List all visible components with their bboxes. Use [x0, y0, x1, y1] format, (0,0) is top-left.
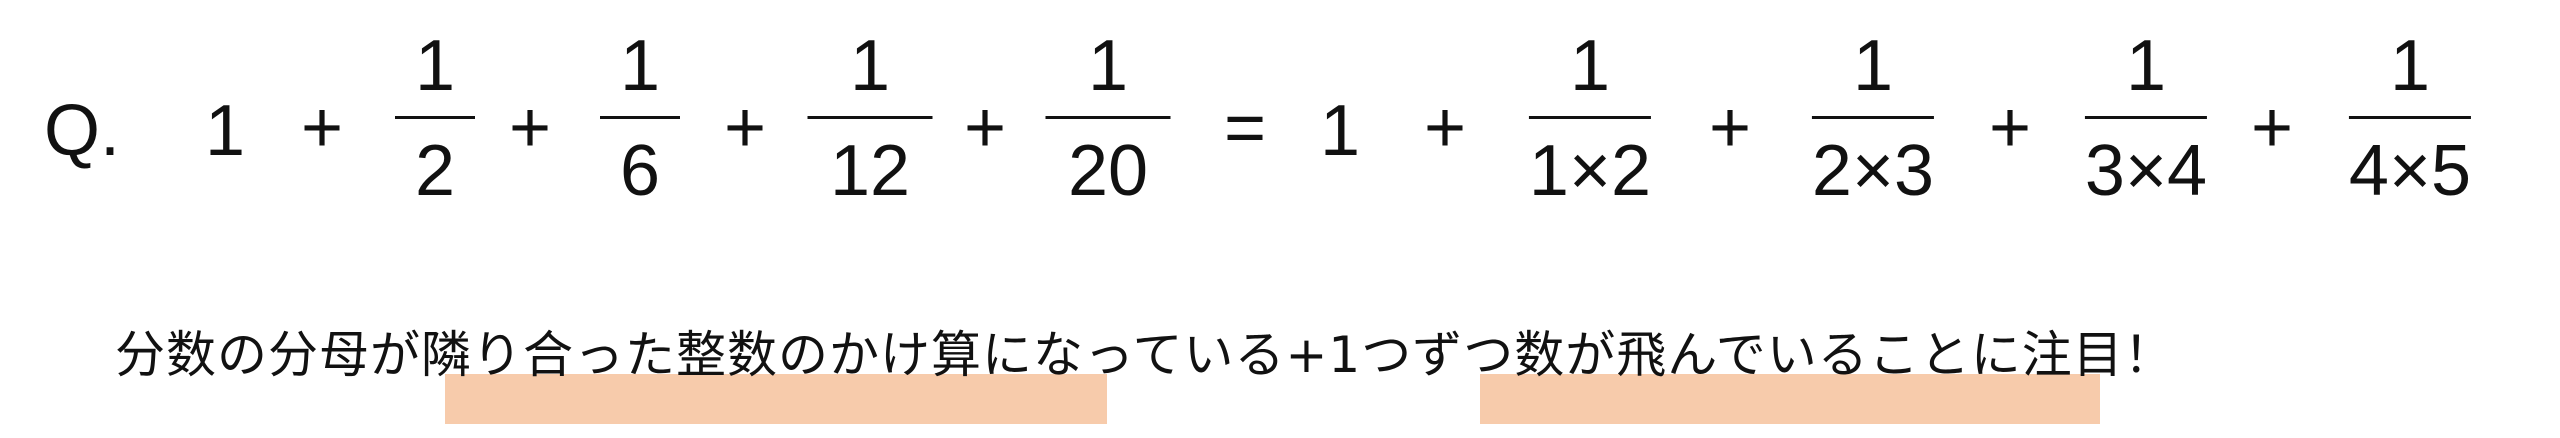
fraction-bar — [1528, 116, 1651, 119]
plus-sign: + — [1988, 88, 2032, 168]
highlight-skip-by-one — [1480, 374, 2100, 424]
denominator: 4×5 — [2348, 131, 2472, 211]
question-label: Q. — [43, 91, 121, 171]
plus-sign: + — [508, 88, 552, 168]
lhs-whole: 1 — [204, 91, 246, 171]
denominator: 6 — [619, 131, 661, 211]
plus-sign: + — [963, 88, 1007, 168]
fraction: 1 4×5 — [2349, 30, 2471, 207]
fraction-bar — [807, 116, 933, 119]
plus-sign: + — [300, 88, 344, 168]
fraction: 1 1×2 — [1529, 30, 1651, 207]
numerator: 1 — [1569, 26, 1611, 106]
fraction: 1 20 — [1045, 26, 1171, 211]
denominator: 2 — [414, 131, 456, 211]
denominator: 20 — [1067, 131, 1149, 211]
numerator: 1 — [414, 26, 456, 106]
numerator: 1 — [619, 26, 661, 106]
fraction-bar — [1045, 116, 1171, 119]
rhs-whole: 1 — [1319, 91, 1361, 171]
numerator: 1 — [849, 26, 891, 106]
denominator: 3×4 — [2084, 131, 2208, 211]
fraction-bar — [2084, 116, 2207, 119]
numerator: 1 — [1852, 26, 1894, 106]
fraction: 1 3×4 — [2085, 30, 2207, 207]
plus-sign: + — [1423, 88, 1467, 168]
fraction: 1 2×3 — [1812, 30, 1934, 207]
fraction: 1 6 — [600, 30, 680, 207]
denominator: 12 — [829, 131, 911, 211]
fraction-bar — [395, 116, 475, 119]
denominator: 1×2 — [1528, 131, 1652, 211]
equals-sign: = — [1223, 88, 1267, 168]
explanation-note: 分数の分母が隣り合った整数のかけ算になっている+1つずつ数が飛んでいることに注目… — [115, 326, 2175, 384]
numerator: 1 — [1087, 26, 1129, 106]
fraction-bar — [600, 116, 680, 119]
highlight-adjacent-integers — [445, 374, 1107, 424]
numerator: 1 — [2389, 26, 2431, 106]
denominator: 2×3 — [1811, 131, 1935, 211]
plus-sign: + — [1708, 88, 1752, 168]
numerator: 1 — [2125, 26, 2167, 106]
fraction-bar — [2348, 116, 2471, 119]
plus-sign: + — [723, 88, 767, 168]
fraction: 1 2 — [395, 30, 475, 207]
fraction: 1 12 — [807, 26, 933, 211]
plus-sign: + — [2250, 88, 2294, 168]
fraction-bar — [1811, 116, 1934, 119]
